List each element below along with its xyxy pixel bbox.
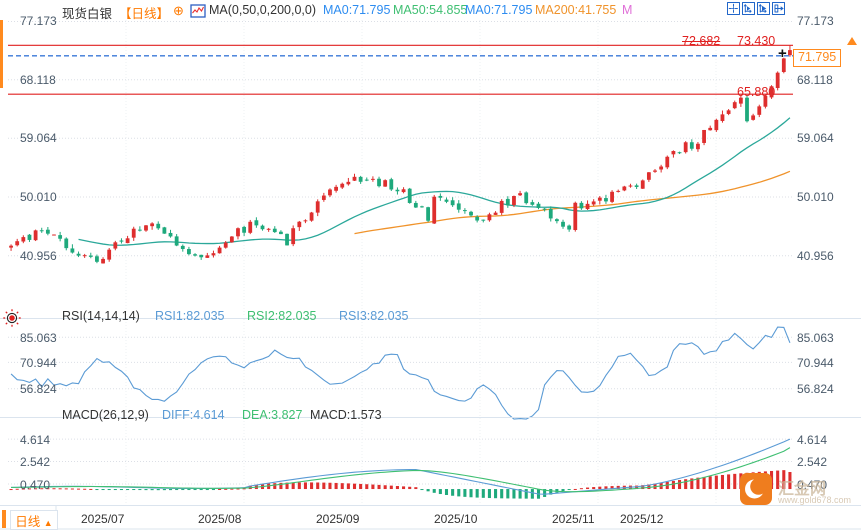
svg-text:+: + <box>778 45 787 62</box>
